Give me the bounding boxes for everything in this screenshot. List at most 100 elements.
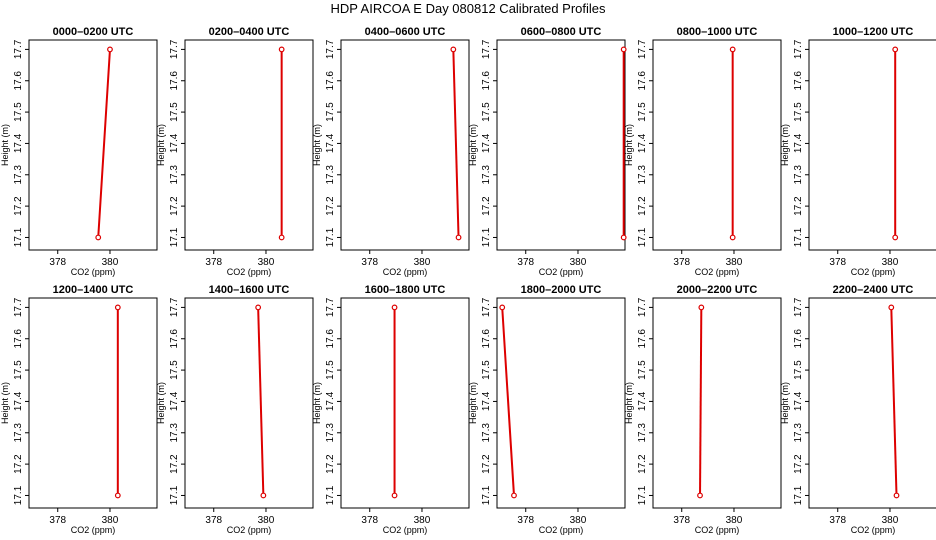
profile-point (620, 46, 627, 53)
x-tick-label: 378 (205, 257, 222, 268)
profile-point (499, 304, 506, 311)
plot-frame (340, 39, 470, 251)
y-tick-label: 17.4 (169, 133, 180, 153)
x-tick-label: 380 (414, 257, 431, 268)
y-tick-label: 17.4 (325, 391, 336, 411)
y-axis-label: Height (m) (0, 382, 10, 424)
x-axis-label: CO2 (ppm) (71, 267, 116, 277)
plot-frame (496, 39, 626, 251)
x-tick-label: 380 (570, 515, 587, 526)
y-tick-label: 17.6 (169, 329, 180, 349)
plot-frame (808, 297, 936, 509)
y-tick-label: 17.3 (793, 165, 804, 185)
y-tick-label: 17.5 (13, 360, 24, 380)
plot-frame (496, 297, 626, 509)
profile-point (620, 234, 627, 241)
y-tick-label: 17.4 (13, 391, 24, 411)
y-tick-label: 17.3 (325, 165, 336, 185)
y-tick-label: 17.4 (637, 391, 648, 411)
y-tick-label: 17.3 (793, 423, 804, 443)
plot-frame (652, 39, 782, 251)
y-tick-label: 17.3 (169, 165, 180, 185)
profile-panel: 0400–0600 UTC 378 380 17.1 17.2 17.3 17.4 17.5 1… (312, 26, 470, 277)
profile-panel: 1600–1800 UTC 378 380 17.1 17.2 17.3 17.4 17.5 1… (312, 284, 470, 535)
panel-title: 1600–1800 UTC (365, 284, 446, 296)
y-tick-label: 17.5 (169, 360, 180, 380)
y-axis-label: Height (m) (156, 124, 166, 166)
y-tick-label: 17.5 (637, 360, 648, 380)
y-tick-label: 17.2 (637, 196, 648, 216)
profile-point (511, 492, 517, 499)
profile-panel: 1800–2000 UTC 378 380 17.1 17.2 17.3 17.4 17.5 1… (468, 284, 626, 535)
x-axis-label: CO2 (ppm) (851, 525, 896, 535)
y-tick-label: 17.3 (481, 423, 492, 443)
x-tick-label: 378 (361, 515, 378, 526)
profile-point (729, 234, 736, 241)
profile-panel: 0200–0400 UTC 378 380 17.1 17.2 17.3 17.4 17.5 1… (156, 26, 314, 277)
plot-frame (28, 297, 158, 509)
profile-line (501, 307, 515, 496)
y-tick-label: 17.2 (481, 454, 492, 474)
x-tick-label: 380 (102, 515, 119, 526)
x-tick-label: 378 (49, 515, 66, 526)
profile-line (97, 49, 111, 238)
y-tick-label: 17.5 (325, 102, 336, 122)
profile-point (114, 492, 121, 499)
profile-point (278, 234, 285, 241)
x-axis-label: CO2 (ppm) (71, 525, 116, 535)
panel-title: 1200–1400 UTC (53, 284, 134, 296)
y-tick-label: 17.2 (325, 196, 336, 216)
y-tick-label: 17.7 (481, 297, 492, 317)
y-tick-label: 17.1 (637, 227, 648, 247)
y-tick-label: 17.6 (13, 71, 24, 91)
x-tick-label: 380 (726, 515, 743, 526)
plot-frame (28, 39, 158, 251)
profile-point (278, 46, 285, 53)
y-tick-label: 17.1 (325, 485, 336, 505)
panel-title: 0200–0400 UTC (209, 26, 290, 38)
x-tick-label: 378 (49, 257, 66, 268)
profile-point (107, 46, 113, 53)
y-tick-label: 17.7 (637, 39, 648, 59)
x-tick-label: 378 (205, 515, 222, 526)
panel-title: 0000–0200 UTC (53, 26, 134, 38)
profile-point (391, 304, 398, 311)
y-tick-label: 17.5 (481, 102, 492, 122)
y-tick-label: 17.1 (481, 227, 492, 247)
y-tick-label: 17.1 (169, 227, 180, 247)
panel-grid: 0000–0200 UTC 378 380 17.1 17.2 17.3 17.4 17.5 1… (0, 26, 936, 535)
y-tick-label: 17.6 (13, 329, 24, 349)
y-tick-label: 17.2 (637, 454, 648, 474)
profile-line (452, 49, 460, 238)
x-tick-label: 378 (517, 257, 534, 268)
panel-title: 1400–1600 UTC (209, 284, 290, 296)
y-tick-label: 17.6 (793, 329, 804, 349)
y-tick-label: 17.5 (637, 102, 648, 122)
y-tick-label: 17.2 (325, 454, 336, 474)
x-tick-label: 380 (882, 515, 899, 526)
y-tick-label: 17.6 (325, 71, 336, 91)
y-tick-label: 17.6 (325, 329, 336, 349)
y-tick-label: 17.7 (481, 39, 492, 59)
y-tick-label: 17.1 (481, 485, 492, 505)
profile-point (729, 46, 736, 53)
y-tick-label: 17.6 (169, 71, 180, 91)
profile-panel: 2000–2200 UTC 378 380 17.1 17.2 17.3 17.4 17.5 1… (624, 284, 782, 535)
y-tick-label: 17.3 (637, 165, 648, 185)
x-tick-label: 378 (829, 257, 846, 268)
y-tick-label: 17.4 (793, 391, 804, 411)
y-tick-label: 17.6 (637, 71, 648, 91)
x-tick-label: 378 (829, 515, 846, 526)
x-tick-label: 378 (517, 515, 534, 526)
y-axis-label: Height (m) (0, 124, 10, 166)
y-axis-label: Height (m) (624, 382, 634, 424)
y-tick-label: 17.4 (481, 133, 492, 153)
profile-point (450, 46, 457, 53)
plot-frame (808, 39, 936, 251)
y-tick-label: 17.7 (793, 297, 804, 317)
profile-line (890, 307, 898, 496)
y-tick-label: 17.2 (793, 454, 804, 474)
x-axis-label: CO2 (ppm) (695, 267, 740, 277)
y-tick-label: 17.1 (169, 485, 180, 505)
